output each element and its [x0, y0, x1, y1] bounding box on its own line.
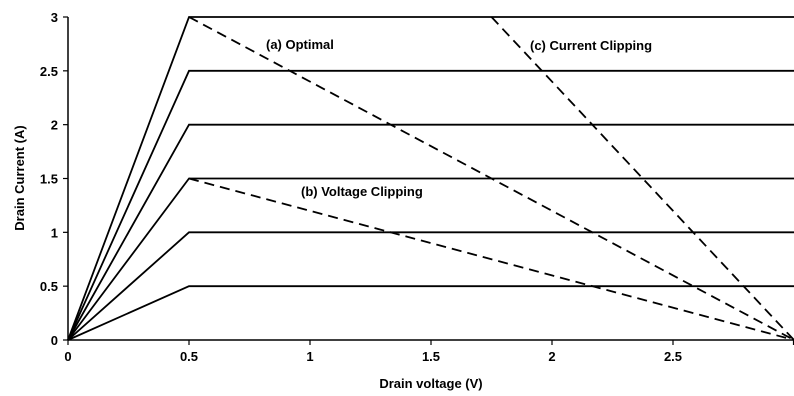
y-tick-label: 0.5 — [40, 279, 58, 294]
load-line-voltage-clipping — [188, 177, 794, 341]
load-line-current-clipping — [490, 16, 794, 341]
annotation-current-clipping: (c) Current Clipping — [530, 38, 652, 53]
y-tick-label: 3 — [51, 10, 58, 25]
iv-curves — [67, 16, 794, 341]
load-lines: (a) Optimal (b) Voltage Clipping (c) Curre… — [188, 16, 794, 341]
y-tick-label: 2.5 — [40, 64, 58, 79]
axes: 0 0.5 1 1.5 2 2.5 0 0.5 1 1.5 2 2.5 3 — [40, 10, 794, 364]
x-tick-label: 1 — [306, 349, 313, 364]
x-tick-label: 0.5 — [180, 349, 198, 364]
x-tick-label: 2.5 — [664, 349, 682, 364]
x-tick-label: 0 — [64, 349, 71, 364]
y-axis-label: Drain Current (A) — [12, 125, 27, 230]
iv-curve-3 — [67, 177, 794, 341]
iv-curve-5 — [67, 69, 794, 341]
x-tick-label: 2 — [548, 349, 555, 364]
y-tick-label: 1.5 — [40, 172, 58, 187]
y-tick-label: 1 — [51, 225, 58, 240]
y-tick-label: 0 — [51, 333, 58, 348]
annotation-optimal: (a) Optimal — [266, 37, 334, 52]
annotation-voltage-clipping: (b) Voltage Clipping — [301, 184, 423, 199]
x-axis-label: Drain voltage (V) — [379, 376, 482, 391]
chart-labels: Drain voltage (V) Drain Current (A) — [12, 125, 483, 391]
iv-curve-1 — [67, 285, 794, 341]
y-tick-label: 2 — [51, 118, 58, 133]
load-line-optimal — [188, 16, 794, 341]
x-tick-label: 1.5 — [422, 349, 440, 364]
